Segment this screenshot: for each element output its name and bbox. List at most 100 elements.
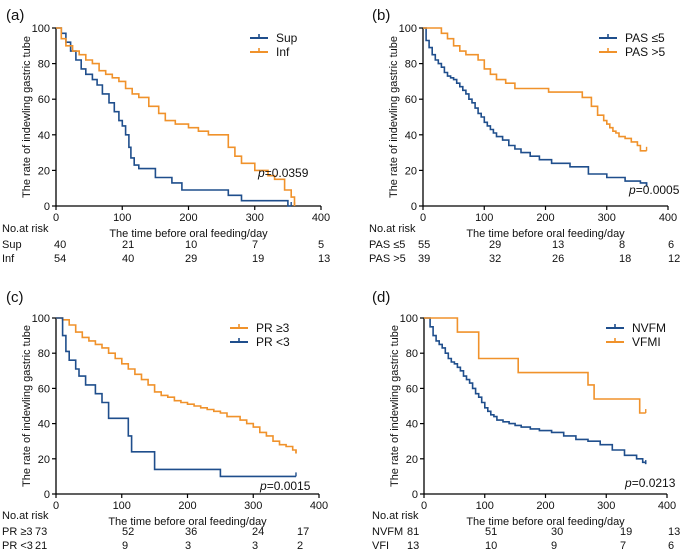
risk-cell: 30 — [551, 526, 563, 538]
p-value-letter: p — [624, 476, 632, 490]
legend-label: VFMI — [632, 335, 661, 349]
risk-cell: 2 — [297, 540, 303, 552]
y-tick-label: 80 — [38, 59, 50, 71]
risk-row-label: Sup — [2, 239, 22, 251]
panel-label: (c) — [6, 289, 24, 306]
panel-label: (a) — [6, 7, 24, 24]
legend-label: NVFM — [632, 321, 666, 335]
p-value-number: =0.0015 — [267, 479, 311, 493]
y-tick-label: 0 — [411, 201, 417, 213]
risk-cell: 13 — [668, 526, 680, 538]
km-curve-blue — [423, 27, 648, 187]
x-tick-label: 0 — [53, 500, 59, 512]
x-tick-label: 200 — [178, 500, 196, 512]
x-tick-label: 400 — [310, 500, 328, 512]
risk-cell: 36 — [185, 526, 197, 538]
x-tick-label: 0 — [421, 500, 427, 512]
y-tick-label: 80 — [406, 348, 418, 360]
risk-cell: 55 — [418, 239, 430, 251]
risk-cell: 12 — [668, 253, 680, 265]
y-tick-label: 20 — [38, 454, 50, 466]
y-tick-label: 60 — [406, 383, 418, 395]
km-panel-1: (a) 0 20 40 60 80 100 0 100 200 300 400 The time bef… — [2, 7, 330, 265]
x-tick-label: 400 — [659, 212, 677, 224]
risk-cell: 52 — [122, 526, 134, 538]
y-axis-label: The rate of indewling gastric tube — [389, 325, 401, 487]
risk-cell: 17 — [297, 526, 309, 538]
km-curve-orange — [423, 27, 647, 152]
p-value-label: p=0.0015 — [259, 479, 311, 493]
y-tick-label: 0 — [44, 489, 50, 501]
risk-row-label: VFI — [372, 540, 389, 552]
x-tick-label: 100 — [476, 500, 494, 512]
x-tick-label: 0 — [53, 212, 59, 224]
legend-label: PR ≥3 — [256, 321, 290, 335]
risk-cell: 19 — [252, 253, 264, 265]
legend-label: PR <3 — [256, 335, 290, 349]
risk-cell: 26 — [552, 253, 564, 265]
y-tick-label: 0 — [44, 201, 50, 213]
risk-cell: 6 — [668, 540, 674, 552]
legend-label: PAS >5 — [625, 45, 665, 59]
y-tick-label: 80 — [405, 59, 417, 71]
x-tick-label: 300 — [597, 500, 615, 512]
y-tick-label: 20 — [406, 454, 418, 466]
p-value-number: =0.0359 — [265, 166, 309, 180]
risk-cell: 7 — [252, 239, 258, 251]
risk-cell: 51 — [485, 526, 497, 538]
risk-cell: 3 — [185, 540, 191, 552]
risk-cell: 3 — [252, 540, 258, 552]
risk-cell: 9 — [551, 540, 557, 552]
x-tick-label: 400 — [658, 500, 676, 512]
risk-cell: 10 — [485, 540, 497, 552]
y-tick-label: 60 — [38, 94, 50, 106]
p-value-number: =0.0005 — [636, 183, 680, 197]
x-axis-label: The time before oral feeding/day — [466, 516, 625, 528]
x-tick-label: 300 — [246, 212, 264, 224]
km-panel-3: (c) 0 20 40 60 80 100 0 100 200 300 400 The time bef… — [2, 289, 328, 552]
legend-label: Sup — [276, 31, 298, 45]
risk-cell: 13 — [407, 540, 419, 552]
x-tick-label: 200 — [179, 212, 197, 224]
y-tick-label: 100 — [32, 313, 50, 325]
x-tick-label: 100 — [475, 212, 493, 224]
risk-cell: 10 — [185, 239, 197, 251]
x-tick-label: 100 — [113, 500, 131, 512]
y-tick-label: 20 — [38, 165, 50, 177]
y-tick-label: 0 — [412, 489, 418, 501]
p-value-label: p=0.0213 — [624, 476, 676, 490]
risk-cell: 6 — [668, 239, 674, 251]
y-axis-label: The rate of indewling gastric tube — [21, 325, 33, 487]
risk-cell: 18 — [619, 253, 631, 265]
risk-cell: 19 — [620, 526, 632, 538]
risk-table-title: No.at risk — [372, 510, 419, 522]
x-tick-label: 0 — [420, 212, 426, 224]
x-tick-label: 200 — [536, 500, 554, 512]
x-tick-label: 200 — [536, 212, 554, 224]
y-tick-label: 20 — [405, 165, 417, 177]
y-tick-label: 60 — [405, 94, 417, 106]
risk-cell: 24 — [252, 526, 264, 538]
km-curve-blue — [424, 317, 647, 465]
risk-cell: 39 — [418, 253, 430, 265]
p-value-number: =0.0213 — [632, 476, 676, 490]
y-tick-label: 40 — [405, 130, 417, 142]
risk-row-label: PR <3 — [2, 540, 33, 552]
x-tick-label: 300 — [598, 212, 616, 224]
risk-cell: 13 — [552, 239, 564, 251]
x-tick-label: 300 — [244, 500, 262, 512]
risk-cell: 40 — [122, 253, 134, 265]
risk-cell: 5 — [318, 239, 324, 251]
panel-label: (d) — [372, 289, 390, 306]
risk-table-title: No.at risk — [2, 223, 49, 235]
risk-cell: 13 — [318, 253, 330, 265]
risk-cell: 29 — [185, 253, 197, 265]
risk-cell: 21 — [35, 540, 47, 552]
risk-row-label: PAS ≤5 — [369, 239, 405, 251]
p-value-letter: p — [259, 479, 267, 493]
risk-row-label: PR ≥3 — [2, 526, 33, 538]
y-tick-label: 40 — [406, 419, 418, 431]
legend-label: PAS ≤5 — [625, 31, 665, 45]
panel-label: (b) — [372, 7, 390, 24]
